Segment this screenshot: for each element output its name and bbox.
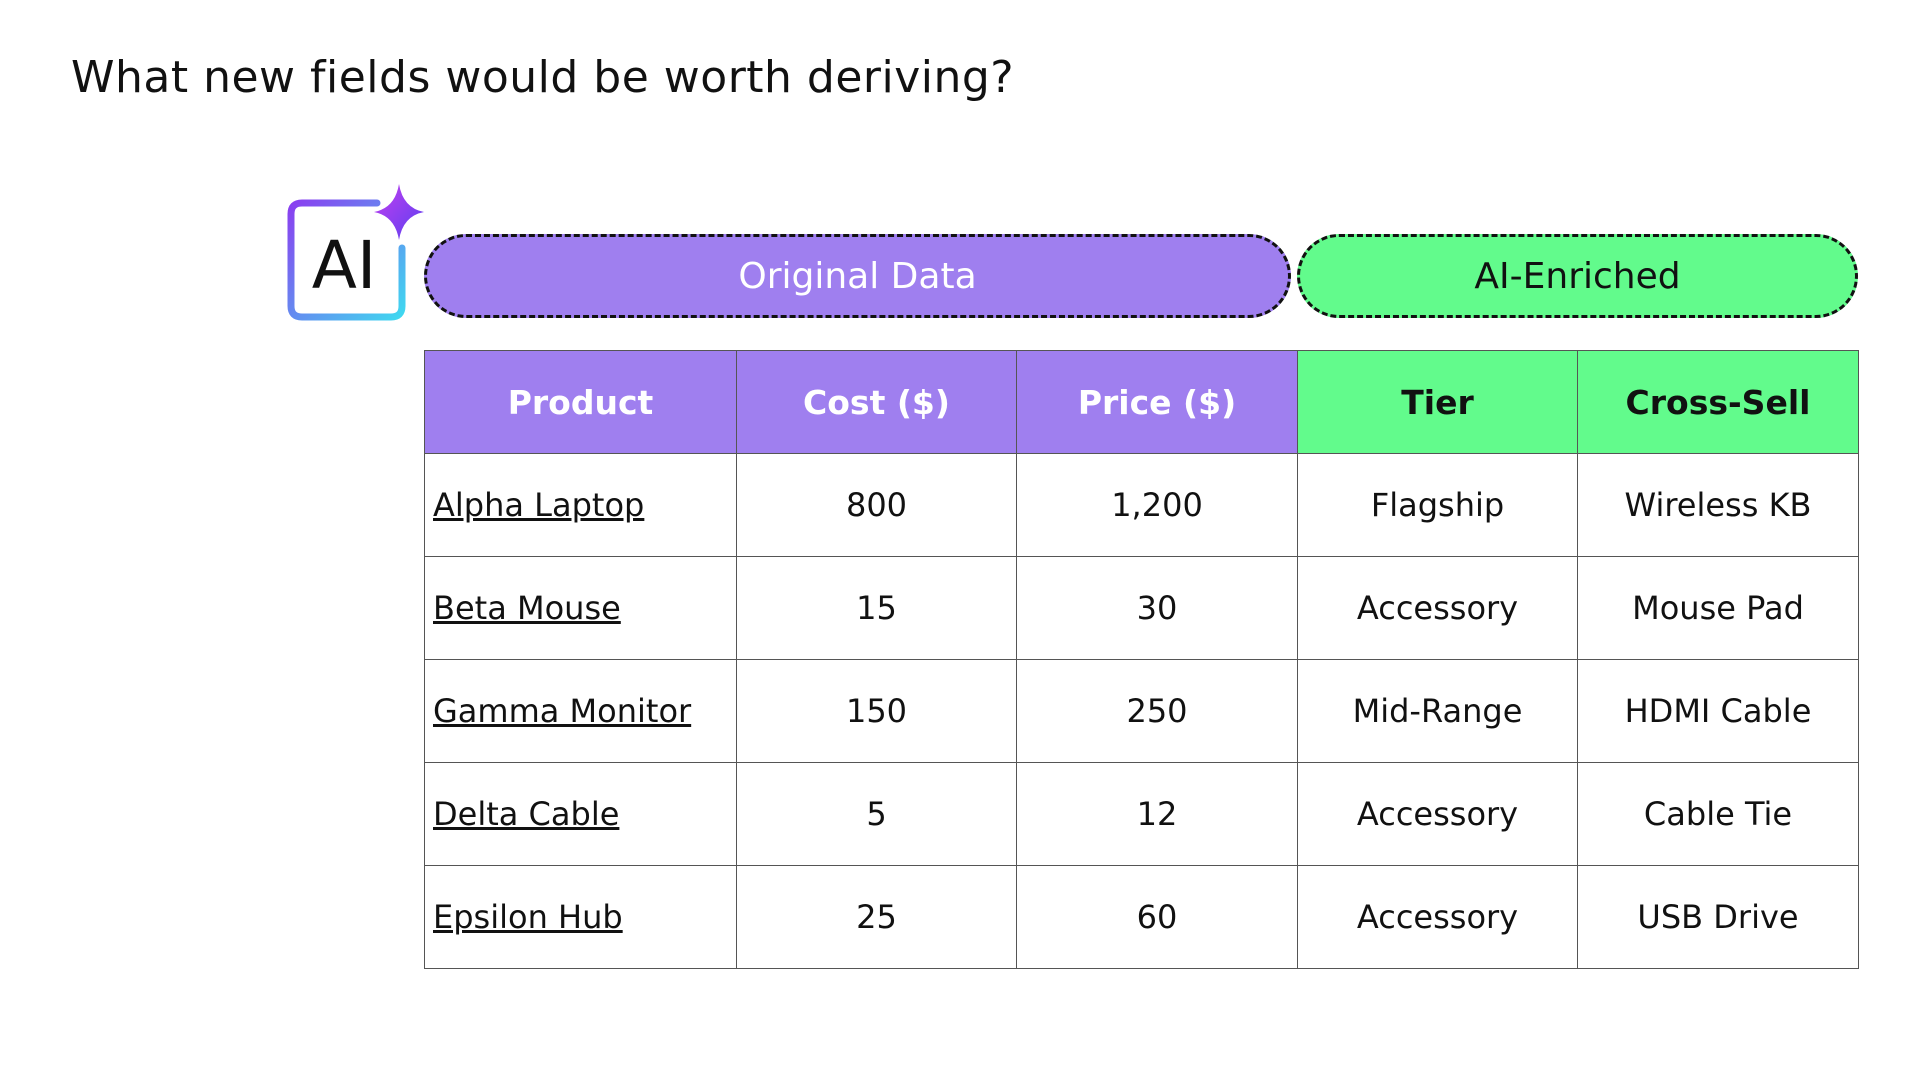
table-row: Beta Mouse 15 30 Accessory Mouse Pad	[424, 556, 1859, 660]
table-cell: 30	[1016, 556, 1298, 660]
table-cell: 25	[736, 865, 1017, 969]
column-header: Price ($)	[1016, 350, 1298, 454]
data-table: Product Cost ($) Price ($) Tier Cross-Sell A…	[424, 350, 1859, 969]
icon-label: AI	[312, 227, 377, 304]
table-cell: 5	[736, 762, 1017, 866]
table-row: Epsilon Hub 25 60 Accessory USB Drive	[424, 865, 1859, 969]
column-header: Tier	[1297, 350, 1578, 454]
group-enriched: AI-Enriched	[1297, 234, 1858, 318]
table-row: Delta Cable 5 12 Accessory Cable Tie	[424, 762, 1859, 866]
table-cell: 15	[736, 556, 1017, 660]
table-cell: Cable Tie	[1577, 762, 1859, 866]
table-cell: 800	[736, 453, 1017, 557]
column-header: Cost ($)	[736, 350, 1017, 454]
table-cell: USB Drive	[1577, 865, 1859, 969]
product-link: Delta Cable	[424, 762, 737, 866]
table-cell: Accessory	[1297, 762, 1578, 866]
table-cell: 12	[1016, 762, 1298, 866]
product-link: Epsilon Hub	[424, 865, 737, 969]
table-cell: Flagship	[1297, 453, 1578, 557]
table-cell: Mouse Pad	[1577, 556, 1859, 660]
table-row: Gamma Monitor 150 250 Mid-Range HDMI Cable	[424, 659, 1859, 763]
column-header: Cross-Sell	[1577, 350, 1859, 454]
product-link: Beta Mouse	[424, 556, 737, 660]
header-row: Product Cost ($) Price ($) Tier Cross-Sell	[424, 350, 1859, 454]
table-cell: 150	[736, 659, 1017, 763]
table-cell: HDMI Cable	[1577, 659, 1859, 763]
group-original: Original Data	[424, 234, 1291, 318]
product-link: Gamma Monitor	[424, 659, 737, 763]
title: What new fields would be worth deriving?	[71, 52, 1015, 103]
table-cell: 1,200	[1016, 453, 1298, 557]
column-header: Product	[424, 350, 737, 454]
table-cell: Mid-Range	[1297, 659, 1578, 763]
table-row: Alpha Laptop 800 1,200 Flagship Wireless KB	[424, 453, 1859, 557]
table-cell: 250	[1016, 659, 1298, 763]
table-cell: 60	[1016, 865, 1298, 969]
table-cell: Accessory	[1297, 556, 1578, 660]
product-link: Alpha Laptop	[424, 453, 737, 557]
table-cell: Wireless KB	[1577, 453, 1859, 557]
table-cell: Accessory	[1297, 865, 1578, 969]
ai-icon: AI	[287, 184, 424, 321]
